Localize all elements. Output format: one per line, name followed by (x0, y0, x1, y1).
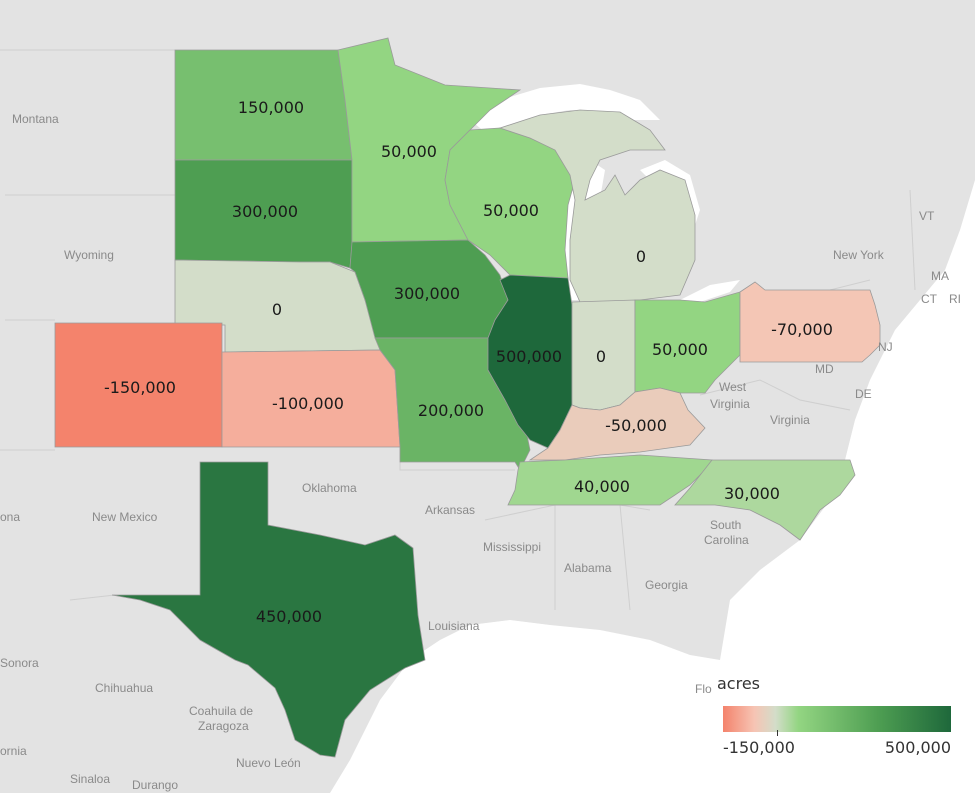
region-label-chihuahua: Chihuahua (95, 681, 153, 695)
region-label-wyoming: Wyoming (64, 248, 114, 262)
region-label-sonora-partial: ona (0, 510, 20, 524)
region-label-south-carolina-line1: South (710, 518, 741, 532)
value-label-texas: 450,000 (256, 607, 322, 626)
state-north-carolina[interactable] (674, 459, 856, 541)
region-label-connecticut: CT (921, 292, 938, 306)
atlantic-ocean (720, 180, 975, 660)
state-tennessee[interactable] (507, 454, 713, 506)
value-label-indiana: 0 (596, 347, 606, 366)
state-kentucky[interactable] (528, 387, 706, 461)
region-label-new-york: New York (833, 248, 885, 262)
region-label-sonora: Sonora (0, 656, 39, 670)
state-michigan[interactable] (498, 109, 696, 303)
region-label-sinaloa: Sinaloa (70, 772, 110, 786)
region-label-montana: Montana (12, 112, 59, 126)
state-shapes (54, 37, 881, 758)
legend-gradient-bar (723, 706, 951, 732)
color-legend: acres -150,000 500,000 (713, 662, 975, 793)
region-label-virginia: Virginia (770, 413, 810, 427)
region-label-maryland: MD (815, 362, 834, 376)
state-pennsylvania[interactable] (739, 281, 881, 363)
region-label-coahuila-line2: Zaragoza (198, 719, 249, 733)
value-label-south-dakota: 300,000 (232, 202, 298, 221)
lake-erie (680, 280, 740, 302)
value-label-kentucky: -50,000 (605, 416, 667, 435)
value-label-north-carolina: 30,000 (724, 484, 780, 503)
value-label-iowa: 300,000 (394, 284, 460, 303)
region-label-new-jersey: NJ (878, 340, 893, 354)
value-label-missouri: 200,000 (418, 401, 484, 420)
region-label-arkansas: Arkansas (425, 503, 475, 517)
state-value-labels: 150,000 300,000 0 -150,000 -100,000 450,… (104, 98, 833, 626)
region-label-alabama: Alabama (564, 561, 612, 575)
region-labels: Montana Wyoming New Mexico Oklahoma Arka… (0, 112, 961, 792)
legend-title: acres (717, 674, 761, 693)
region-label-georgia: Georgia (645, 578, 688, 592)
value-label-tennessee: 40,000 (574, 477, 630, 496)
value-label-nebraska: 0 (272, 300, 282, 319)
region-label-louisiana: Louisiana (428, 619, 480, 633)
legend-zero-tick (777, 730, 778, 736)
region-label-florida: Flo (695, 682, 712, 696)
region-label-vermont: VT (919, 209, 935, 223)
region-label-nuevo-leon: Nuevo León (236, 756, 301, 770)
legend-max-label: 500,000 (884, 738, 951, 757)
value-label-minnesota: 50,000 (381, 142, 437, 161)
region-label-mississippi: Mississippi (483, 540, 541, 554)
region-label-delaware: DE (855, 387, 872, 401)
region-label-west-virginia-line1: West (719, 380, 747, 394)
region-label-west-virginia-line2: Virginia (710, 397, 750, 411)
legend-min-label: -150,000 (723, 738, 795, 757)
value-label-north-dakota: 150,000 (238, 98, 304, 117)
region-label-oklahoma: Oklahoma (302, 481, 357, 495)
region-label-massachusetts: MA (931, 269, 949, 283)
value-label-pennsylvania: -70,000 (771, 320, 833, 339)
value-label-kansas: -100,000 (272, 394, 344, 413)
value-label-ohio: 50,000 (652, 340, 708, 359)
region-label-new-mexico: New Mexico (92, 510, 158, 524)
value-label-wisconsin: 50,000 (483, 201, 539, 220)
value-label-colorado: -150,000 (104, 378, 176, 397)
region-label-coahuila-line1: Coahuila de (189, 704, 253, 718)
region-label-south-carolina-line2: Carolina (704, 533, 749, 547)
region-label-durango: Durango (132, 778, 178, 792)
value-label-michigan: 0 (636, 247, 646, 266)
lake-superior (470, 84, 660, 132)
state-texas[interactable] (111, 461, 426, 758)
region-label-rhode-island: RI (949, 292, 961, 306)
region-label-california: ornia (0, 744, 27, 758)
value-label-illinois: 500,000 (496, 347, 562, 366)
